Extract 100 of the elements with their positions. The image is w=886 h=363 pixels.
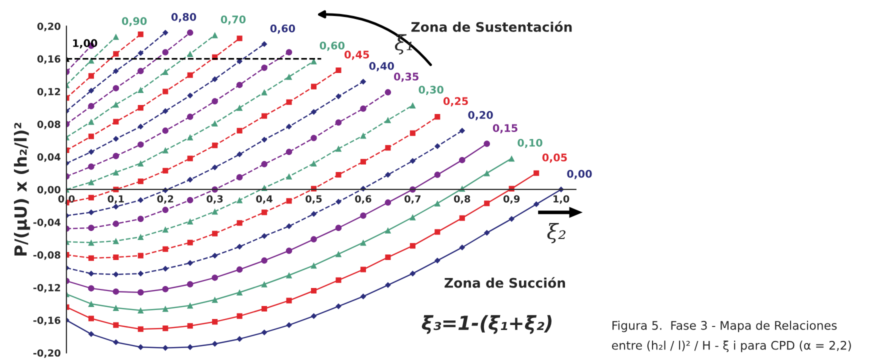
point [410, 270, 416, 277]
point [88, 239, 94, 246]
point [88, 224, 94, 231]
x-tick-label: 0,5 [306, 195, 322, 204]
point [138, 178, 144, 184]
point [138, 68, 144, 74]
x-tick-label: 0,1 [108, 195, 124, 204]
y-tick-label: 0,04 [37, 153, 60, 162]
point [286, 223, 292, 230]
point [286, 198, 292, 204]
point [310, 160, 317, 166]
point [310, 236, 317, 242]
point [138, 289, 144, 296]
point [262, 210, 268, 216]
point [88, 148, 94, 155]
annotation: Zona de Succión [444, 277, 566, 288]
point [162, 306, 168, 312]
point [236, 266, 243, 273]
point [410, 158, 416, 164]
point [88, 316, 94, 322]
point [186, 134, 194, 140]
point [187, 323, 193, 329]
point [113, 118, 119, 124]
point [186, 50, 194, 58]
point [138, 105, 144, 111]
point [186, 302, 194, 309]
series-label: 0,15 [492, 124, 518, 134]
series-label: 0,25 [443, 97, 468, 106]
point [112, 271, 119, 278]
point [360, 212, 366, 219]
point [162, 68, 168, 75]
point [484, 140, 490, 147]
point [310, 262, 317, 269]
point [508, 155, 515, 162]
series-label: 0,80 [171, 13, 196, 22]
x-tick-label: 0,8 [454, 195, 470, 204]
point [187, 176, 194, 183]
point [384, 116, 392, 124]
point [88, 300, 94, 307]
text: entre (h₂l / l)² / H - ξ i para CPD (α = 2,2) [612, 340, 851, 352]
point [162, 49, 168, 56]
point [360, 239, 366, 246]
point [88, 163, 94, 170]
point [236, 151, 243, 158]
x-tick-label: 0,3 [206, 195, 223, 204]
point [434, 114, 440, 120]
point [385, 172, 391, 178]
point [186, 114, 194, 120]
point [484, 230, 490, 236]
point [88, 255, 94, 261]
point [459, 156, 466, 164]
point [434, 143, 440, 150]
point [236, 289, 243, 296]
point [434, 172, 441, 178]
y-tick-label: 0,20 [37, 22, 60, 32]
point [187, 260, 194, 266]
y-tick-label: -0,20 [33, 349, 60, 358]
series-label: 0,45 [344, 50, 370, 60]
point [113, 322, 119, 328]
point [138, 234, 144, 240]
point [310, 108, 317, 115]
point [236, 313, 242, 319]
point [360, 294, 366, 300]
point [88, 103, 94, 110]
point [286, 272, 292, 278]
point [212, 340, 218, 347]
point [112, 204, 119, 210]
point [88, 88, 94, 94]
point [286, 148, 292, 156]
point [261, 281, 268, 288]
point [286, 124, 292, 130]
point [385, 145, 391, 151]
point [212, 142, 218, 148]
point [286, 49, 292, 56]
point [212, 252, 218, 259]
point [138, 86, 144, 93]
point [261, 329, 268, 336]
point [162, 30, 168, 36]
point [112, 304, 120, 312]
x-tick-label: 0,9 [503, 195, 520, 204]
point [212, 76, 218, 82]
point [236, 220, 242, 226]
point [88, 179, 94, 186]
point [286, 298, 292, 304]
y-tick-label: -0,04 [33, 218, 60, 228]
point [186, 196, 194, 204]
series-label: 0,20 [468, 111, 493, 120]
point [212, 230, 218, 236]
point [112, 220, 120, 227]
point [88, 118, 94, 125]
point [410, 243, 416, 249]
point [236, 336, 243, 342]
point [508, 216, 515, 222]
point [138, 307, 144, 314]
x-tick-label: 0,2 [157, 195, 174, 204]
series-label: 0,40 [369, 62, 394, 72]
point [459, 215, 465, 221]
point [236, 82, 243, 88]
x-tick-label: 0,4 [256, 195, 272, 204]
point [112, 288, 120, 295]
